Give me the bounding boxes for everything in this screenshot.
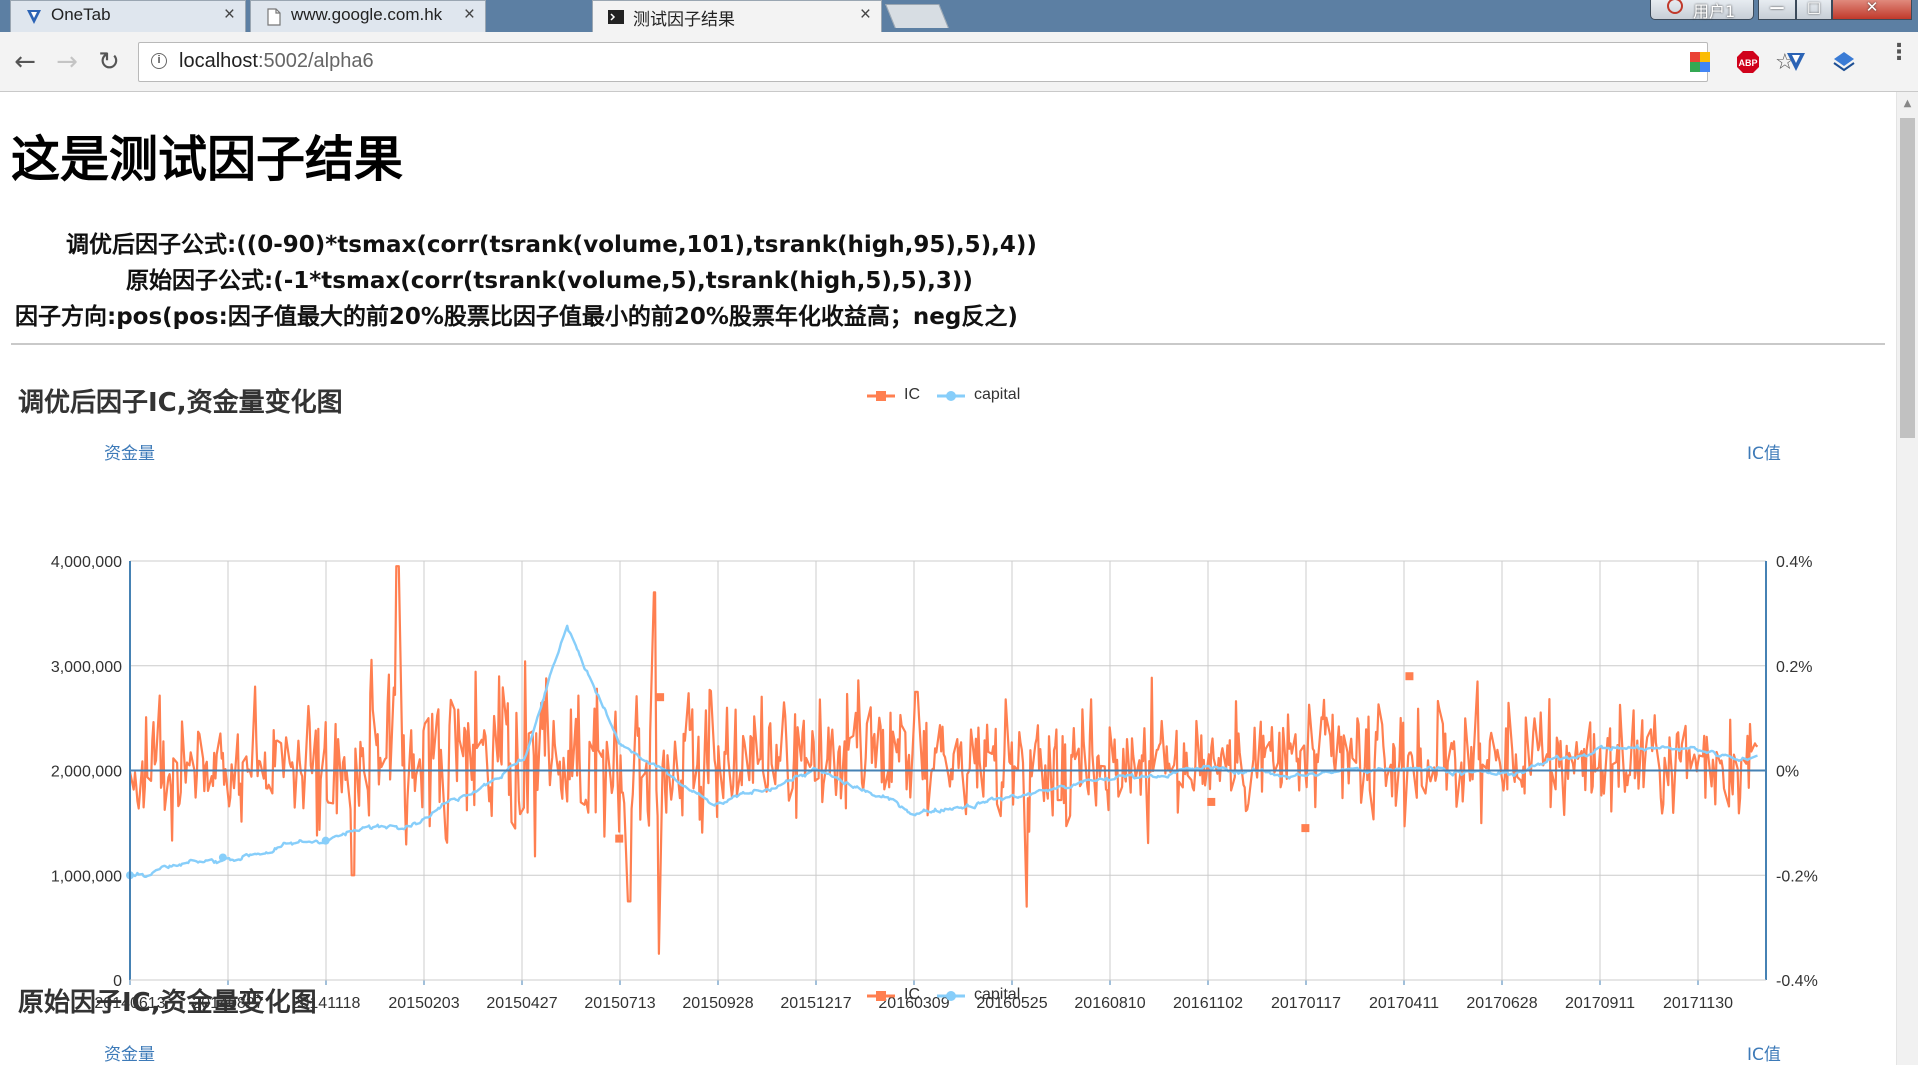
- x-tick-label: 20140613: [94, 995, 165, 1012]
- chrome-store-icon[interactable]: [1688, 50, 1712, 74]
- forward-button[interactable]: →: [56, 47, 78, 77]
- original-formula: 原始因子公式:(-1*tsmax(corr(tsrank(volume,5),t…: [126, 268, 973, 294]
- y-right-axis-name: IC值: [1747, 444, 1781, 464]
- ic-point: [1301, 824, 1310, 833]
- x-tick-label: 20160309: [878, 995, 949, 1012]
- y-left-axis-name: 资金量: [104, 444, 155, 464]
- chart-title-original: 原始因子IC,资金量变化图: [18, 988, 317, 1018]
- scrollbar-thumb[interactable]: [1900, 118, 1915, 438]
- x-tick-label: 20160810: [1074, 995, 1145, 1012]
- tab-title: www.google.com.hk: [291, 5, 443, 24]
- x-tick-label: 20170628: [1466, 995, 1537, 1012]
- onetab-icon: [27, 10, 41, 24]
- minimize-icon: —: [1769, 0, 1785, 16]
- ic-point: [1207, 797, 1216, 806]
- scroll-up-icon[interactable]: ▲: [1903, 98, 1912, 109]
- url-path: :5002/alpha6: [257, 50, 374, 72]
- x-tick-label: 20150928: [682, 995, 753, 1012]
- legend-label-capital: capital: [974, 986, 1021, 1003]
- y-left-tick-label: 2,000,000: [51, 764, 122, 781]
- x-tick-label: 20170411: [1369, 995, 1439, 1012]
- cloud-ext-icon[interactable]: [1832, 50, 1856, 74]
- maximize-button[interactable]: □: [1796, 0, 1832, 20]
- menu-icon[interactable]: ⋮: [1888, 40, 1910, 65]
- url-host: localhost: [179, 50, 258, 72]
- profile-button[interactable]: 用户1: [1650, 0, 1754, 21]
- tab-strip: OneTab × www.google.com.hk × 测试因子结果 × 用户…: [0, 0, 1918, 32]
- capital-series-line: [129, 624, 1758, 878]
- legend-label-capital: capital: [974, 386, 1021, 403]
- y-right-tick-label: -0.4%: [1776, 973, 1818, 990]
- window-close-icon: ✕: [1865, 0, 1879, 16]
- info-icon[interactable]: i: [151, 53, 167, 69]
- tuned-formula: 调优后因子公式:((0-90)*tsmax(corr(tsrank(volume…: [66, 232, 1037, 258]
- adblock-plus-icon[interactable]: ABP: [1736, 50, 1760, 74]
- page-scrollbar[interactable]: ▲: [1896, 92, 1918, 1065]
- tab-onetab[interactable]: OneTab ×: [10, 0, 246, 32]
- chart-tuned: 0 1,000,000 2,000,000 3,000,000 4,000,000 -0.…: [51, 554, 1818, 1012]
- y-left-tick-label: 4,000,000: [51, 554, 122, 571]
- close-icon[interactable]: ×: [859, 4, 871, 25]
- page-icon: [267, 8, 281, 26]
- chart-title-tuned: 调优后因子IC,资金量变化图: [18, 388, 343, 418]
- tab-title: OneTab: [51, 5, 111, 24]
- tab-title: 测试因子结果: [633, 10, 735, 29]
- legend-swatch-capital: [937, 991, 965, 1001]
- reload-button[interactable]: ↻: [98, 47, 120, 77]
- y-right-tick-label: 0%: [1776, 764, 1799, 781]
- new-tab-button[interactable]: [885, 4, 949, 28]
- minimize-button[interactable]: —: [1758, 0, 1796, 20]
- capital-point: [321, 836, 330, 845]
- y-left-tick-label: 3,000,000: [51, 659, 122, 676]
- x-tick-label: 20171130: [1663, 995, 1733, 1012]
- close-icon[interactable]: ×: [463, 4, 475, 25]
- x-tick-label: 20150427: [486, 995, 557, 1012]
- y-right-axis-name: IC值: [1747, 1045, 1781, 1065]
- x-tick-label: 20141118: [292, 995, 361, 1012]
- tab-test-results[interactable]: 测试因子结果 ×: [592, 0, 882, 32]
- x-tick-label: 20170911: [1565, 995, 1635, 1012]
- legend-swatch-capital: [937, 391, 965, 401]
- x-tick-label: 20160525: [976, 995, 1047, 1012]
- profile-label: 用户1: [1693, 2, 1736, 21]
- tab-google[interactable]: www.google.com.hk ×: [250, 0, 486, 32]
- legend-swatch-ic: [867, 391, 895, 401]
- onetab-ext-icon[interactable]: [1784, 50, 1808, 74]
- page-title: 这是测试因子结果: [11, 131, 404, 188]
- factor-direction: 因子方向:pos(pos:因子值最大的前20%股票比因子值最小的前20%股票年化…: [15, 304, 1018, 330]
- capital-point: [218, 853, 227, 862]
- adblock-label: ABP: [1738, 58, 1757, 68]
- x-tick-label: 20170117: [1271, 995, 1341, 1012]
- y-left-tick-label: 1,000,000: [51, 868, 122, 885]
- x-tick-label: 20151217: [780, 995, 851, 1012]
- window-close-button[interactable]: ✕: [1832, 0, 1912, 20]
- x-tick-label: 20150203: [388, 995, 459, 1012]
- x-tick-label: 20150713: [584, 995, 655, 1012]
- x-tick-label: 20161102: [1173, 995, 1243, 1012]
- y-right-tick-label: 0.2%: [1776, 659, 1812, 676]
- user-icon: [1667, 0, 1683, 14]
- y-left-tick-label: 0: [113, 973, 122, 990]
- y-right-tick-label: 0.4%: [1776, 554, 1812, 571]
- browser-toolbar: ← → ↻ i localhost:5002/alpha6 ☆ ABP ⋮: [0, 32, 1918, 92]
- y-right-tick-label: -0.2%: [1776, 868, 1818, 885]
- x-tick-label: 20140827: [192, 995, 263, 1012]
- close-icon[interactable]: ×: [223, 4, 235, 25]
- ic-point: [1405, 672, 1414, 681]
- url-text[interactable]: localhost:5002/alpha6: [179, 50, 374, 73]
- ic-point: [656, 693, 665, 702]
- legend-label-ic: IC: [904, 386, 920, 403]
- legend-swatch-ic: [867, 991, 895, 1001]
- address-bar[interactable]: i localhost:5002/alpha6 ☆: [138, 42, 1795, 82]
- legend-label-ic: IC: [904, 986, 920, 1003]
- terminal-icon: [608, 10, 624, 24]
- maximize-icon: □: [1806, 0, 1822, 16]
- divider: [11, 343, 1885, 345]
- back-button[interactable]: ←: [14, 47, 36, 77]
- ic-series-line: [128, 565, 1759, 955]
- ic-point: [615, 834, 624, 843]
- y-left-axis-name: 资金量: [104, 1045, 155, 1065]
- page-viewport: 这是测试因子结果 调优后因子公式:((0-90)*tsmax(corr(tsra…: [0, 92, 1896, 1065]
